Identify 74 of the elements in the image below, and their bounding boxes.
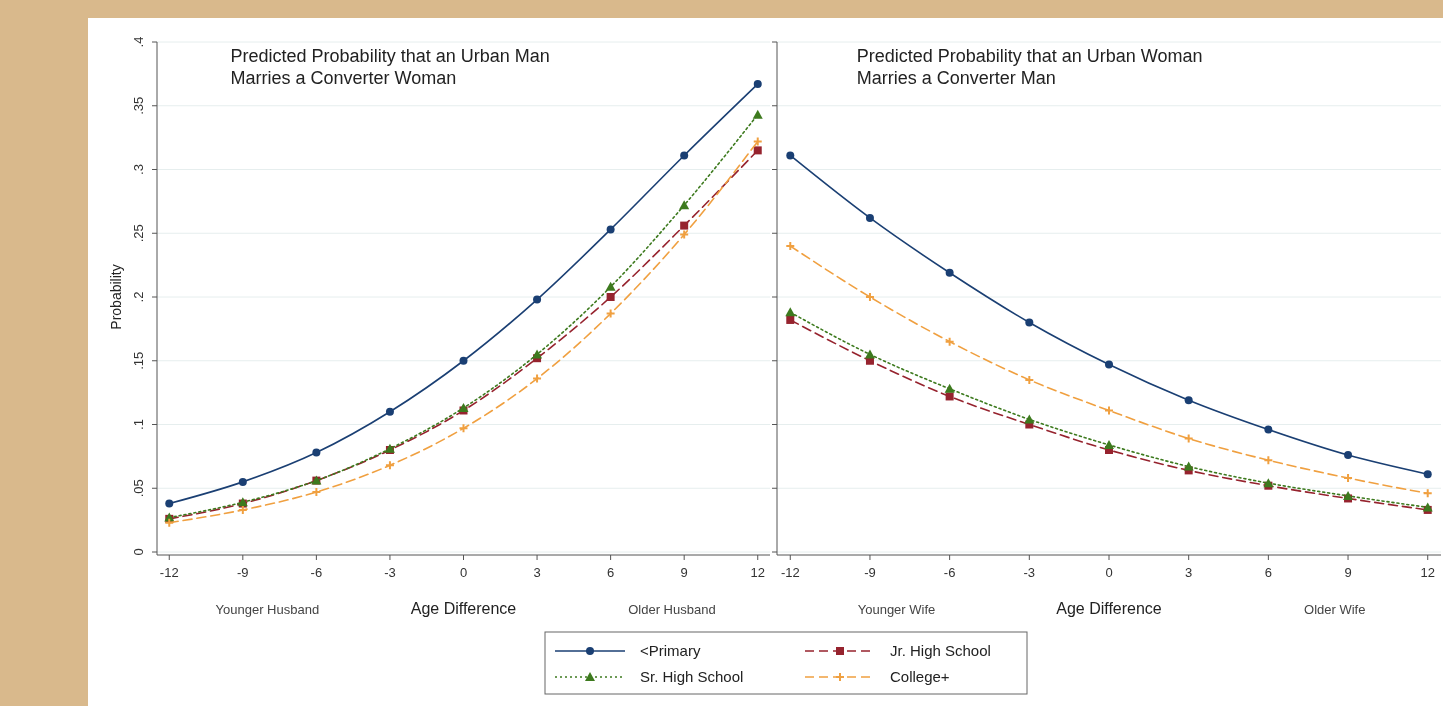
point [786,151,795,160]
text: Older Wife [1304,602,1366,617]
x-tick-label: 12 [750,565,765,580]
point [679,200,690,210]
x-tick-label: 0 [459,565,468,580]
point [752,109,763,119]
point [1423,470,1432,479]
y-tick-label: .2 [131,291,146,303]
point [1025,318,1034,327]
x-tick-label: 0 [1105,565,1113,580]
y-tick-label: .25 [131,224,146,243]
point [945,268,954,277]
point [532,349,543,359]
point [606,293,615,301]
y-tick-label: .4 [131,36,146,48]
text: Older Husband [628,602,716,617]
x-tick-label: 9 [680,565,688,580]
y-tick-label: .05 [131,479,146,498]
point [785,307,796,317]
point [944,383,955,393]
y-tick-label: .15 [131,351,146,370]
point [606,225,615,234]
x-axis-title: Age Difference [1056,600,1162,617]
text: Predicted Probability that an Urban Man Marries a Converter Woman [230,46,550,88]
text: Younger Husband [215,602,320,617]
point [458,402,469,412]
x-tick-label: 6 [1264,565,1272,580]
y-axis-title: Probability [108,264,124,330]
point [1264,425,1273,434]
x-tick-label: 3 [1185,565,1193,580]
x-tick-label: -12 [159,565,179,580]
x-tick-label: 3 [533,565,541,580]
y-tick-label: .1 [131,419,146,430]
point [1343,490,1354,500]
point [385,407,394,416]
legend-label: College+ [890,668,950,685]
x-tick-label: 9 [1344,565,1352,580]
x-tick-label: -6 [943,565,956,580]
point [753,146,762,155]
x-tick-label: -3 [1023,565,1036,580]
point [1105,360,1113,369]
x-tick-label: -12 [780,565,800,580]
x-tick-label: -6 [310,565,323,580]
x-tick-label: 12 [1420,565,1435,580]
point [864,349,875,359]
point [753,80,762,89]
point [1104,439,1114,449]
point [238,477,247,486]
point [680,221,689,230]
x-tick-label: 6 [607,565,615,580]
point [1344,451,1353,460]
legend-label: Sr. High School [640,668,744,685]
point [1184,396,1193,405]
x-tick-label: -9 [864,565,876,580]
point [165,499,174,508]
point [680,151,689,160]
x-tick-label: -9 [237,565,249,580]
legend-label: Jr. High School [890,642,991,659]
point [605,281,616,291]
point [533,295,542,304]
y-tick-label: .3 [131,164,146,175]
point [1024,414,1035,424]
point [312,448,321,457]
point [1183,461,1194,471]
point [786,315,795,324]
text: Predicted Probability that an Urban Woman Marries a Converter Man [856,46,1203,88]
point [865,213,874,222]
point [459,356,468,365]
y-tick-label: 0 [131,548,146,556]
legend-label: <Primary [640,642,701,659]
x-axis-title: Age Difference [410,600,517,617]
x-tick-label: -3 [384,565,396,580]
text: Younger Wife [857,602,936,617]
y-tick-label: .35 [131,96,146,115]
